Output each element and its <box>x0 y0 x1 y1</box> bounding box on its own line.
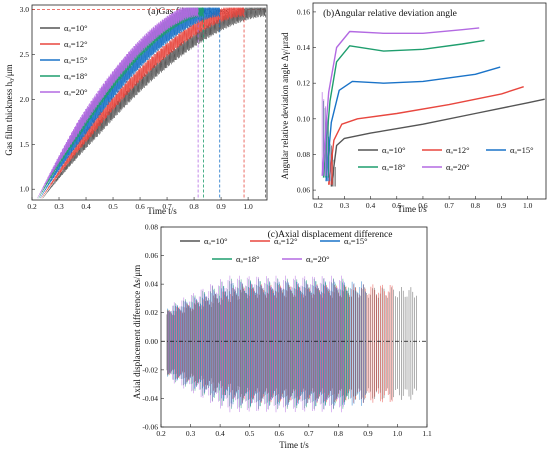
panel-c-title: (c)Axial displacement difference <box>268 229 393 240</box>
panel-b-1-ytick-label: 0.14 <box>297 43 310 52</box>
legend-label: αₐ=20° <box>446 162 469 172</box>
panel-c-ylabel: Axial displacement difference Δs/μm <box>132 265 142 399</box>
legend-label: αₐ=15° <box>344 236 367 246</box>
panel-a-0-xtick-label: 0.2 <box>27 202 37 211</box>
panel-c-2-ytick-label: -0.02 <box>142 365 158 374</box>
panel-a-series-line <box>41 7 245 199</box>
panel-b-series-line <box>322 39 485 178</box>
panel-b-1-xtick-label: 0.6 <box>418 201 428 210</box>
panel-b-1-xtick-label: 0.2 <box>314 201 324 210</box>
panel-c-2-ytick-label: 0.02 <box>145 308 158 317</box>
panel-c-2-xtick-label: 0.5 <box>245 429 255 438</box>
legend-label: αₐ=10° <box>64 23 87 33</box>
panel-c-2-xtick-label: 0.4 <box>215 429 225 438</box>
panel-b-1-xtick-label: 0.8 <box>471 201 481 210</box>
legend-label: αₐ=15° <box>510 145 533 155</box>
panel-c-2-ytick-label: -0.04 <box>142 394 158 403</box>
panel-b-angular-deviation: (b)Angular relative deviation angle Angu… <box>280 2 547 214</box>
panel-c-2-ytick-label: 0.06 <box>145 251 158 260</box>
panel-c-2-xtick-label: 0.7 <box>304 429 314 438</box>
panel-b-1-xtick-label: 0.3 <box>340 201 350 210</box>
panel-c-2-ytick-label: 0.04 <box>145 280 158 289</box>
panel-b-series-line <box>330 98 545 187</box>
legend-label: αₐ=20° <box>64 87 87 97</box>
panel-b-ylabel: Angular relative deviation angle Δγ/μrad <box>280 32 290 180</box>
panel-a-0-ytick-label: 1.0 <box>20 185 30 194</box>
panel-a-0-xtick-label: 0.3 <box>54 202 64 211</box>
panel-c-2-ytick-label: -0.06 <box>142 423 158 432</box>
panel-a-0-xtick-label: 1.0 <box>243 202 253 211</box>
panel-a-0-xtick-label: 0.4 <box>81 202 91 211</box>
panel-c-series-oscillation <box>166 287 417 400</box>
panel-b-1-xtick-label: 1.0 <box>523 201 533 210</box>
panel-c-2-xtick-label: 1.0 <box>393 429 403 438</box>
panel-b-1-xtick-label: 0.9 <box>497 201 507 210</box>
panel-a-0-xtick-label: 0.9 <box>216 202 226 211</box>
panel-b-1-xtick-label: 0.5 <box>392 201 402 210</box>
panel-b-1-ytick-label: 0.08 <box>297 150 310 159</box>
panel-a-0-ytick-label: 1.5 <box>20 140 30 149</box>
panel-a-0-xtick-label: 0.8 <box>189 202 199 211</box>
panel-c-axial-displacement: (c)Axial displacement difference Axial d… <box>132 223 432 451</box>
panel-b-1-ytick-label: 0.12 <box>297 79 310 88</box>
panel-a-0-xtick-label: 0.5 <box>108 202 118 211</box>
legend-label: αₐ=18° <box>236 254 259 264</box>
panel-c-2-xtick-label: 1.1 <box>422 429 432 438</box>
panel-b-1-xtick-label: 0.7 <box>444 201 454 210</box>
legend-label: αₐ=12° <box>446 145 469 155</box>
panel-c-2-ytick-label: 0.00 <box>145 337 158 346</box>
legend-label: αₐ=18° <box>64 71 87 81</box>
panel-c-2-xtick-label: 0.6 <box>275 429 285 438</box>
legend-label: αₐ=15° <box>64 55 87 65</box>
panel-c-2-xtick-label: 0.3 <box>186 429 196 438</box>
panel-a-series-line <box>37 7 199 199</box>
panel-b-title: (b)Angular relative deviation angle <box>323 8 457 19</box>
legend-label: αₐ=18° <box>382 162 405 172</box>
panel-c-series-oscillation <box>167 278 349 410</box>
panel-b-xlabel: Time t/s <box>397 204 427 214</box>
legend-label: αₐ=12° <box>64 39 87 49</box>
panel-c-series-oscillation <box>168 275 344 413</box>
panel-a-0-ytick-label: 2.5 <box>20 50 30 59</box>
panel-c-xlabel: Time t/s <box>279 440 309 450</box>
panel-a-frame <box>31 4 268 201</box>
panel-b-series-line <box>325 66 501 182</box>
panel-b-series-line <box>328 86 524 185</box>
legend-label: αₐ=10° <box>382 145 405 155</box>
panel-a-0-ytick-label: 3.0 <box>20 5 30 14</box>
panel-b-series-line <box>321 27 480 176</box>
panel-b-1-ytick-label: 0.06 <box>297 186 310 195</box>
panel-b-1-ytick-label: 0.10 <box>297 114 310 123</box>
panel-c-series-oscillation <box>167 284 393 403</box>
panel-c-2-xtick-label: 0.9 <box>363 429 373 438</box>
legend-label: αₐ=10° <box>204 236 227 246</box>
panel-a-0-xtick-label: 0.6 <box>135 202 145 211</box>
panel-c-series-oscillation <box>167 281 366 407</box>
panel-a-gas-film-thickness: (a)Gas film thickness Gas film thickness… <box>4 4 268 216</box>
legend-label: αₐ=12° <box>274 236 297 246</box>
panel-c-2-ytick-label: 0.08 <box>145 223 158 232</box>
panel-a-xlabel: Time t/s <box>147 206 177 216</box>
panel-c-2-xtick-label: 0.8 <box>334 429 344 438</box>
panel-b-frame <box>312 2 547 200</box>
panel-a-ylabel: Gas film thickness h₀/μm <box>4 64 14 155</box>
panel-b-1-ytick-label: 0.16 <box>297 7 310 16</box>
panel-b-1-xtick-label: 0.4 <box>366 201 376 210</box>
panel-a-0-xtick-label: 0.7 <box>162 202 172 211</box>
legend-label: αₐ=20° <box>306 254 329 264</box>
panel-a-0-ytick-label: 2.0 <box>20 95 30 104</box>
panel-c-frame <box>160 226 428 428</box>
panel-c-2-xtick-label: 0.2 <box>156 429 166 438</box>
